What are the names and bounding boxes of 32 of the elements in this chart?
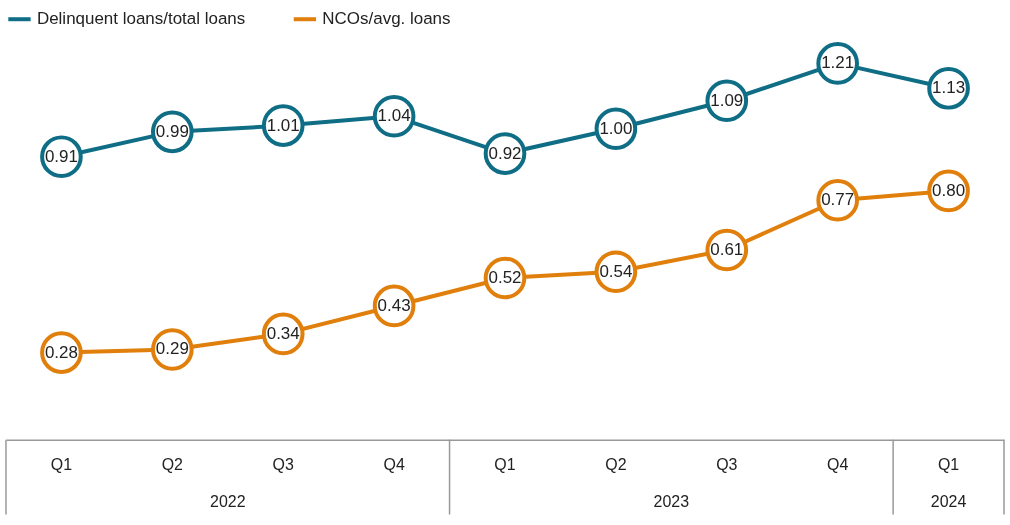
data-label: 0.61 — [710, 239, 744, 259]
x-tick-label: Q1 — [937, 455, 960, 473]
text: 2023 — [653, 492, 690, 510]
data-label: 0.92 — [488, 143, 522, 163]
data-label: 0.34 — [266, 323, 300, 343]
x-tick-label: Q1 — [494, 455, 516, 473]
legend-label: NCOs/avg. loans — [322, 9, 451, 29]
data-label: 0.52 — [488, 267, 522, 287]
data-label: 1.09 — [710, 90, 744, 110]
data-label: 1.00 — [599, 118, 633, 138]
data-label: 1.01 — [266, 115, 300, 135]
data-label: 0.54 — [599, 261, 633, 281]
x-tick-label: Q3 — [716, 455, 738, 473]
x-tick-label: Q2 — [161, 455, 184, 473]
x-tick-label: Q1 — [50, 455, 73, 473]
x-tick-label: Q2 — [605, 455, 627, 473]
data-label: 1.13 — [932, 78, 966, 98]
data-label: 0.99 — [155, 121, 189, 141]
text: 2022 — [210, 492, 246, 510]
data-label: 1.04 — [377, 106, 411, 126]
legend-label: Delinquent loans/total loans — [36, 9, 246, 29]
data-label: 0.43 — [377, 295, 411, 315]
data-label: 0.28 — [44, 342, 78, 362]
data-label: 0.29 — [155, 339, 189, 359]
text: 2024 — [930, 492, 967, 510]
x-tick-label: Q4 — [383, 455, 405, 473]
x-tick-label: Q3 — [272, 455, 294, 473]
x-tick-label: Q4 — [827, 455, 849, 473]
data-label: 0.77 — [821, 190, 855, 210]
data-label: 0.80 — [932, 180, 966, 200]
data-label: 0.91 — [44, 146, 78, 166]
data-label: 1.21 — [821, 53, 855, 73]
